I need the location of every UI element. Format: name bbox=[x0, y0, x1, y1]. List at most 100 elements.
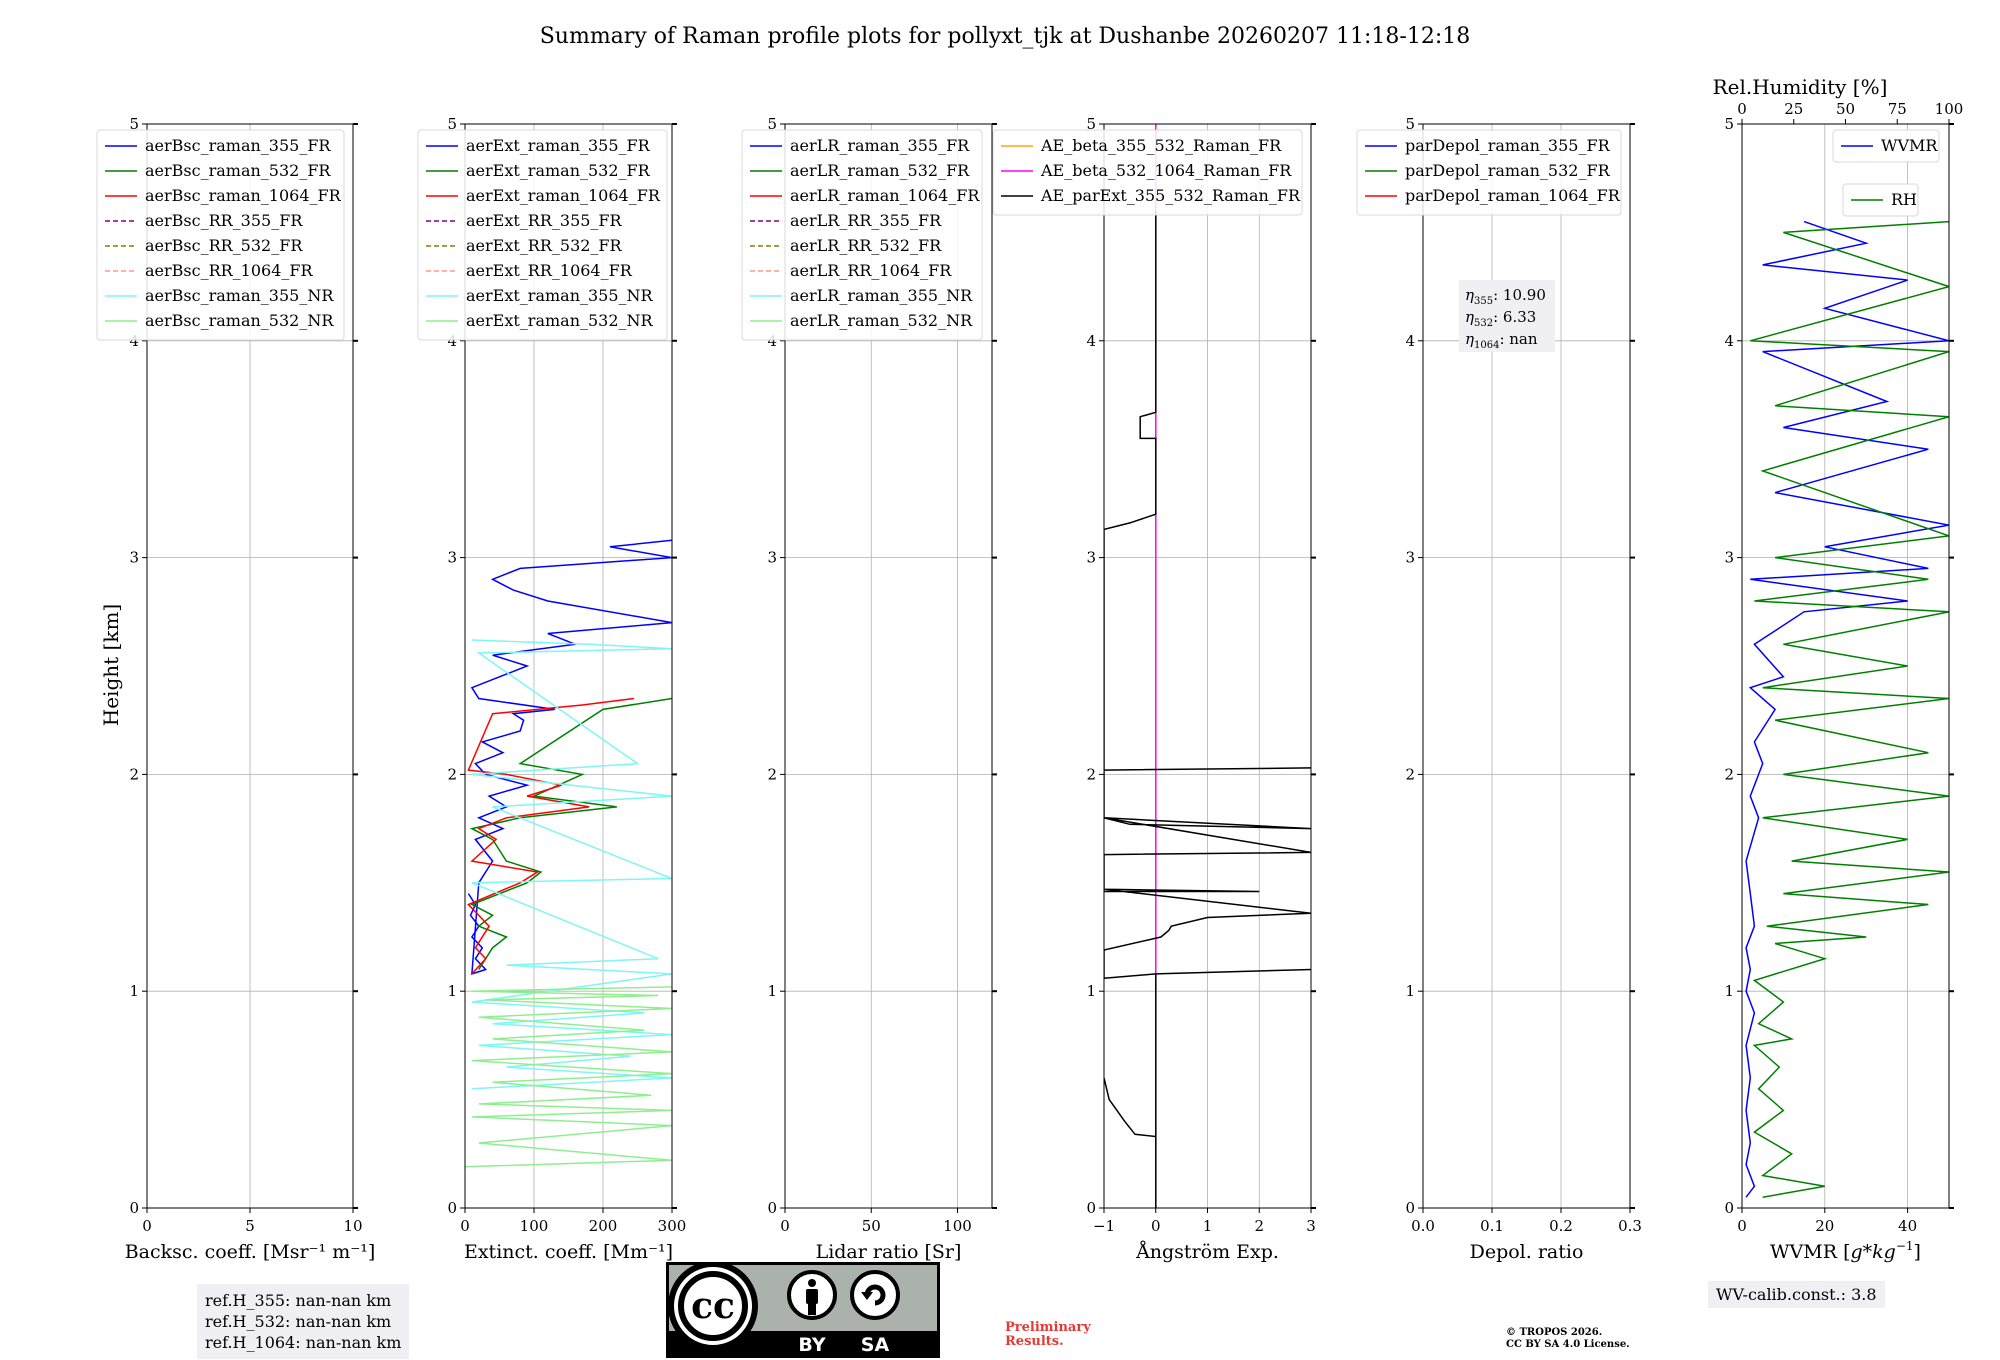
legend-entry: AE_beta_355_532_Raman_FR bbox=[1040, 136, 1282, 155]
y-tick-label: 4 bbox=[1724, 332, 1734, 350]
y-tick-label: 5 bbox=[447, 115, 457, 133]
legend-entry: aerBsc_raman_355_NR bbox=[145, 286, 334, 305]
legend-entry: aerBsc_raman_532_FR bbox=[145, 161, 331, 180]
legend-entry: aerBsc_raman_355_FR bbox=[145, 136, 331, 155]
y-tick-label: 1 bbox=[1405, 982, 1415, 1000]
y-tick-label: 4 bbox=[767, 332, 777, 350]
legend-entry: aerBsc_raman_1064_FR bbox=[145, 186, 342, 205]
y-tick-label: 0 bbox=[447, 1199, 457, 1217]
legend-lidar-ratio: aerLR_raman_355_FR aerLR_raman_532_FR aerL… bbox=[741, 129, 983, 341]
x-tick-label: 5 bbox=[245, 1217, 255, 1235]
by-label: BY bbox=[798, 1334, 825, 1356]
y-tick-label: 4 bbox=[447, 332, 457, 350]
legend-entry: aerLR_raman_532_NR bbox=[790, 311, 973, 330]
series-aerExt_raman_532_FR bbox=[469, 697, 672, 970]
legend-entry: aerBsc_RR_532_FR bbox=[145, 236, 303, 255]
x-tick-label: 0.2 bbox=[1549, 1217, 1573, 1235]
x-tick-label: 10 bbox=[343, 1217, 362, 1235]
x-axis-label-backscatter: Backsc. coeff. [Msr⁻¹ m⁻¹] bbox=[125, 1241, 376, 1263]
y-tick-label: 3 bbox=[767, 549, 777, 567]
y-tick-label: 2 bbox=[1086, 765, 1096, 783]
sa-share-icon bbox=[850, 1270, 900, 1320]
x-tick-label: 0 bbox=[1151, 1217, 1161, 1235]
x-tick-label: 300 bbox=[658, 1217, 687, 1235]
panel-depolarization: 0 1 2 3 4 5 0.0 0.1 0.2 0.3 Depol. ratio parDepol_r… bbox=[1356, 115, 1642, 1263]
legend-entry: aerBsc_RR_1064_FR bbox=[145, 261, 314, 280]
axes-frame bbox=[784, 123, 993, 1209]
y-tick-label: 4 bbox=[1405, 332, 1415, 350]
x-tick-label: 1 bbox=[1203, 1217, 1213, 1235]
series-RH bbox=[1750, 220, 1949, 1198]
y-tick-label: 2 bbox=[129, 765, 139, 783]
y-tick-label: 2 bbox=[1405, 765, 1415, 783]
legend-backscatter: aerBsc_raman_355_FR aerBsc_raman_532_FRae… bbox=[96, 129, 345, 341]
series-WVMR bbox=[1745, 220, 1949, 1198]
y-tick-label: 2 bbox=[1724, 765, 1734, 783]
rh-tick-label: 25 bbox=[1784, 100, 1803, 118]
series-aerExt_raman_532_NR bbox=[465, 986, 672, 1168]
panel-extinction: 0 1 2 3 4 5 0 100 200 300 Extinct. coeff. [Mm⁻¹] ae… bbox=[417, 115, 687, 1263]
legend-entry: aerBsc_RR_355_FR bbox=[145, 211, 303, 230]
y-tick-label: 4 bbox=[1086, 332, 1096, 350]
x-tick-label: 100 bbox=[943, 1217, 972, 1235]
x-axis-label-lidar-ratio: Lidar ratio [Sr] bbox=[816, 1241, 962, 1263]
legend-entry: aerLR_raman_1064_FR bbox=[790, 186, 980, 205]
y-tick-label: 3 bbox=[129, 549, 139, 567]
wv-calib-const: WV-calib.const.: 3.8 bbox=[1716, 1285, 1877, 1304]
x-tick-label: 100 bbox=[520, 1217, 549, 1235]
x-tick-label: 200 bbox=[589, 1217, 618, 1235]
eta-annotation: η532: 6.33 bbox=[1465, 308, 1536, 329]
legend-entry: RH bbox=[1891, 190, 1917, 209]
rh-tick-label: 50 bbox=[1836, 100, 1855, 118]
x-axis-label-wvmr: WVMR [g*kg−1] bbox=[1770, 1239, 1921, 1263]
copyright-line-1: © TROPOS 2026. bbox=[1506, 1327, 1603, 1338]
legend-entry: aerExt_RR_1064_FR bbox=[466, 261, 633, 280]
legend-entry: parDepol_raman_1064_FR bbox=[1405, 186, 1621, 205]
axes-frame bbox=[1422, 123, 1631, 1209]
by-person-icon bbox=[787, 1270, 837, 1320]
legend-entry: aerExt_raman_532_FR bbox=[466, 161, 651, 180]
y-tick-label: 5 bbox=[767, 115, 777, 133]
x-tick-label: 0.0 bbox=[1411, 1217, 1435, 1235]
x-tick-label: 3 bbox=[1306, 1217, 1316, 1235]
x-tick-label: 0 bbox=[1737, 1217, 1747, 1235]
cc-by-sa-badge: cc BY SA bbox=[666, 1262, 940, 1358]
ref-height-532: ref.H_532: nan-nan km bbox=[205, 1312, 392, 1331]
y-axis-label: Height [km] bbox=[99, 604, 123, 726]
wv-calib-box: WV-calib.const.: 3.8 bbox=[1708, 1281, 1885, 1308]
y-tick-label: 1 bbox=[129, 982, 139, 1000]
y-tick-label: 1 bbox=[447, 982, 457, 1000]
legend-entry: parDepol_raman_532_FR bbox=[1405, 161, 1611, 180]
series-aerExt_raman_1064_FR bbox=[467, 697, 635, 975]
y-tick-label: 3 bbox=[1086, 549, 1096, 567]
y-tick-label: 5 bbox=[129, 115, 139, 133]
y-tick-label: 1 bbox=[1724, 982, 1734, 1000]
rh-tick-label: 0 bbox=[1737, 100, 1747, 118]
y-tick-label: 3 bbox=[1405, 549, 1415, 567]
legend-entry: aerLR_RR_355_FR bbox=[790, 211, 942, 230]
legend-entry: aerLR_raman_355_NR bbox=[790, 286, 973, 305]
x-tick-label: 0.1 bbox=[1480, 1217, 1504, 1235]
legend-angstrom: AE_beta_355_532_Raman_FR AE_beta_532_1064… bbox=[992, 129, 1303, 216]
x-tick-label: 50 bbox=[862, 1217, 881, 1235]
x-tick-label: 0 bbox=[142, 1217, 152, 1235]
legend-entry: AE_parExt_355_532_Raman_FR bbox=[1040, 186, 1301, 205]
y-tick-label: 0 bbox=[129, 1199, 139, 1217]
legend-depolarization: parDepol_raman_355_FR parDepol_raman_532_… bbox=[1356, 129, 1622, 216]
legend-wvmr: WVMR bbox=[1832, 129, 1940, 163]
axes-frame bbox=[464, 123, 673, 1209]
series-aerExt_raman_355_NR bbox=[471, 639, 672, 1090]
ref-height-1064: ref.H_1064: nan-nan km bbox=[205, 1333, 402, 1352]
legend-entry: aerExt_RR_355_FR bbox=[466, 211, 623, 230]
eta-annotation: η1064: nan bbox=[1465, 330, 1538, 351]
x-tick-label: 40 bbox=[1898, 1217, 1917, 1235]
series-aerExt_raman_355_FR bbox=[467, 539, 672, 975]
legend-entry: aerExt_RR_532_FR bbox=[466, 236, 623, 255]
copyright-line-2: CC BY SA 4.0 License. bbox=[1506, 1339, 1630, 1350]
y-tick-label: 0 bbox=[767, 1199, 777, 1217]
legend-entry: aerExt_raman_1064_FR bbox=[466, 186, 661, 205]
